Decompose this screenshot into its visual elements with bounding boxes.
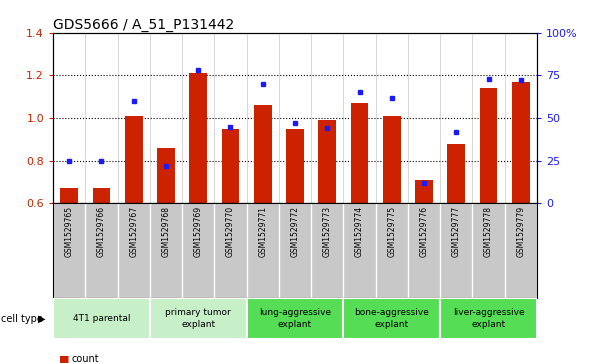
Bar [93,188,110,203]
Bar [60,188,78,203]
Text: GSM1529779: GSM1529779 [516,206,525,257]
Bar [415,180,433,203]
Text: GSM1529772: GSM1529772 [290,206,300,257]
Bar [222,129,240,203]
Text: GSM1529769: GSM1529769 [194,206,203,257]
Text: GSM1529771: GSM1529771 [258,206,267,257]
Text: GSM1529765: GSM1529765 [65,206,74,257]
Text: GSM1529766: GSM1529766 [97,206,106,257]
Text: GSM1529775: GSM1529775 [387,206,396,257]
Bar [383,116,401,203]
Bar [440,298,537,339]
Bar [343,298,440,339]
Text: 4T1 parental: 4T1 parental [73,314,130,323]
Text: GDS5666 / A_51_P131442: GDS5666 / A_51_P131442 [53,18,234,32]
Text: count: count [72,354,100,363]
Text: GSM1529774: GSM1529774 [355,206,364,257]
Text: GSM1529770: GSM1529770 [226,206,235,257]
Bar [350,103,368,203]
Text: ▶: ▶ [38,314,46,323]
Text: GSM1529767: GSM1529767 [129,206,138,257]
Bar [189,73,207,203]
Text: GSM1529777: GSM1529777 [452,206,461,257]
Bar [319,120,336,203]
Bar [286,129,304,203]
Bar [157,148,175,203]
Text: GSM1529776: GSM1529776 [419,206,428,257]
Text: GSM1529778: GSM1529778 [484,206,493,257]
Bar [247,298,343,339]
Bar [125,116,143,203]
Bar [447,143,465,203]
Bar [512,82,530,203]
Bar [480,88,497,203]
Text: cell type: cell type [1,314,43,323]
Bar [254,105,271,203]
Bar [53,298,150,339]
Text: GSM1529768: GSM1529768 [162,206,171,257]
Bar [150,298,247,339]
Text: ■: ■ [59,354,70,363]
Text: lung-aggressive
explant: lung-aggressive explant [259,309,331,329]
Text: GSM1529773: GSM1529773 [323,206,332,257]
Text: primary tumor
explant: primary tumor explant [165,309,231,329]
Text: bone-aggressive
explant: bone-aggressive explant [355,309,429,329]
Text: liver-aggressive
explant: liver-aggressive explant [453,309,525,329]
